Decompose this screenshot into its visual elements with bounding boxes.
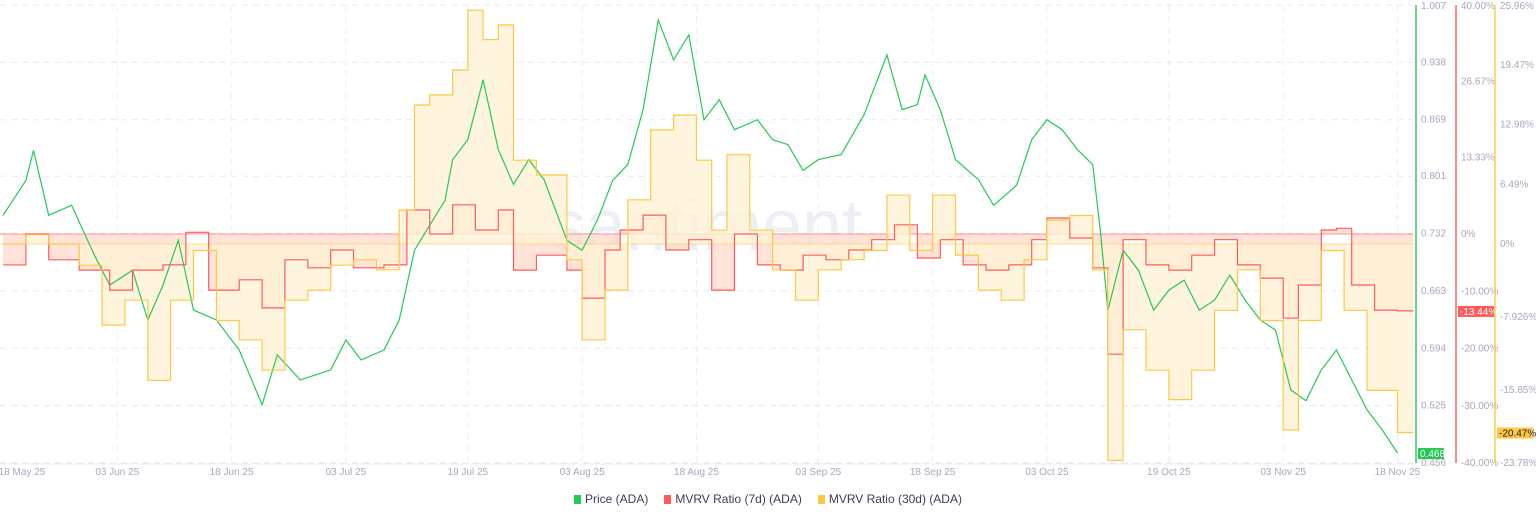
x-tick-label: 18 Jun 25	[210, 467, 254, 478]
x-tick-label: 18 Aug 25	[674, 467, 719, 478]
mvrv30d-tick-label: 12.98%	[1500, 120, 1534, 131]
mvrv30d-tick-label: 19.47%	[1500, 60, 1534, 71]
x-tick-label: 03 Oct 25	[1025, 467, 1069, 478]
price-tick-label: 0.938	[1421, 57, 1446, 68]
price-swatch	[574, 494, 581, 504]
legend-item-mvrv-30d[interactable]: MVRV Ratio (30d) (ADA)	[817, 492, 962, 506]
price-tick-label: 0.801	[1421, 171, 1446, 182]
price-tick-label: 0.525	[1421, 401, 1446, 412]
x-tick-label: 03 Jun 25	[95, 467, 139, 478]
price-current-badge	[1418, 448, 1444, 460]
x-tick-label: 18 May 25	[0, 467, 46, 478]
mvrv30d-area	[3, 10, 1414, 461]
mvrv30d-line	[3, 9, 1414, 461]
mvrv7d-tick-label: -10.00%	[1461, 286, 1498, 297]
mvrv7d-tick-label: 40.00%	[1461, 1, 1495, 12]
price-tick-label: 1.007	[1421, 1, 1446, 12]
mvrv7d-tick-label: 13.33%	[1461, 153, 1495, 164]
mvrv30d-tick-label: 0%	[1500, 239, 1515, 250]
mvrv30d-tick-label: -15.85%	[1500, 385, 1536, 396]
mvrv30d-current-badge	[1497, 427, 1533, 439]
mvrv7d-current-value: -13.44%	[1460, 307, 1497, 318]
area-fills	[0, 10, 1414, 461]
mvrv7d-line	[3, 204, 1414, 355]
price-current-value: 0.468	[1420, 449, 1445, 460]
mvrv7d-tick-label: 0%	[1461, 229, 1476, 240]
x-tick-label: 03 Sep 25	[796, 467, 842, 478]
mvrv30d-tick-label: -7.926%	[1500, 312, 1536, 323]
price-tick-label: 0.869	[1421, 115, 1446, 126]
axes: 18 May 25 03 Jun 25 18 Jun 25 03 Jul 25 19 J…	[0, 1, 1536, 478]
mvrv7d-current-badge	[1458, 305, 1494, 317]
series-lines	[2, 9, 1414, 461]
mvrv-7d-swatch	[664, 494, 672, 504]
x-tick-label: 18 Nov 25	[1375, 467, 1421, 478]
mvrv7d-area	[3, 204, 1414, 355]
legend: Price (ADA) MVRV Ratio (7d) (ADA) MVRV R…	[0, 492, 1536, 506]
x-tick-label: 03 Jul 25	[326, 467, 367, 478]
price-tick-label: 0.594	[1421, 343, 1446, 354]
x-tick-label: 19 Oct 25	[1147, 467, 1191, 478]
x-tick-label: 03 Nov 25	[1260, 467, 1306, 478]
mvrv30d-tick-label: 25.96%	[1500, 1, 1534, 12]
price-tick-label: 0.456	[1421, 458, 1446, 469]
legend-label: MVRV Ratio (30d) (ADA)	[828, 492, 962, 506]
mvrv7d-tick-label: -20.00%	[1461, 344, 1498, 355]
legend-label: Price (ADA)	[585, 492, 649, 506]
mvrv7d-tick-label: -40.00%	[1461, 458, 1498, 469]
mvrv7d-tick-label: 26.67%	[1461, 76, 1495, 87]
mvrv30d-tick-label: 6.49%	[1500, 179, 1528, 190]
price-tick-label: 0.732	[1421, 229, 1446, 240]
x-tick-label: 03 Aug 25	[560, 467, 605, 478]
x-tick-label: 18 Sep 25	[910, 467, 956, 478]
price-line	[2, 17, 1399, 454]
price-tick-label: 0.663	[1421, 286, 1446, 297]
mvrv7d-tick-label: -30.00%	[1461, 401, 1498, 412]
legend-item-price[interactable]: Price (ADA)	[574, 492, 648, 506]
mvrv-30d-swatch	[817, 494, 825, 504]
legend-label: MVRV Ratio (7d) (ADA)	[675, 492, 802, 506]
x-tick-label: 19 Jul 25	[448, 467, 489, 478]
legend-item-mvrv-7d[interactable]: MVRV Ratio (7d) (ADA)	[664, 492, 802, 506]
mvrv30d-tick-label: -23.78%	[1500, 458, 1536, 469]
mvrv30d-current-value: -20.47%	[1499, 429, 1536, 440]
